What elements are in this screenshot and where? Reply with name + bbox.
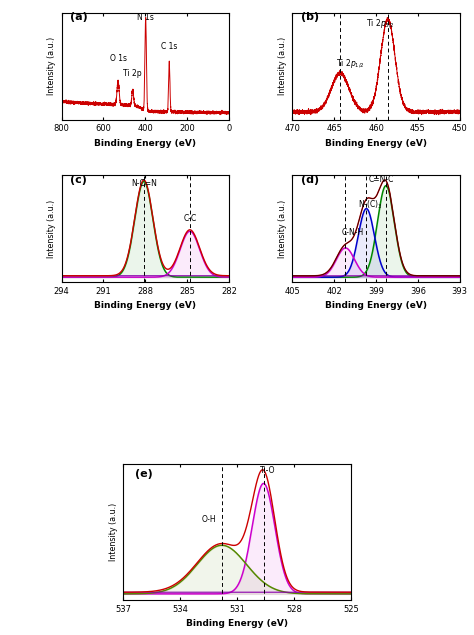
Text: N-C=N: N-C=N — [131, 179, 157, 188]
Text: C-N-H: C-N-H — [341, 228, 364, 237]
Text: Ti 2p: Ti 2p — [123, 69, 142, 77]
Text: (b): (b) — [301, 12, 319, 22]
Y-axis label: Intensity (a.u.): Intensity (a.u.) — [109, 503, 118, 561]
Text: O 1s: O 1s — [109, 54, 127, 63]
X-axis label: Binding Energy (eV): Binding Energy (eV) — [94, 302, 196, 311]
Text: Ti $2p_{3/2}$: Ti $2p_{3/2}$ — [366, 17, 394, 29]
Text: (d): (d) — [301, 175, 319, 185]
Y-axis label: Intensity (a.u.): Intensity (a.u.) — [47, 199, 56, 258]
Y-axis label: Intensity (a.u.): Intensity (a.u.) — [278, 37, 287, 95]
Text: C-C: C-C — [183, 214, 197, 223]
Text: N-(C)$_3$: N-(C)$_3$ — [358, 198, 383, 211]
Y-axis label: Intensity (a.u.): Intensity (a.u.) — [278, 199, 287, 258]
Text: N 1s: N 1s — [137, 13, 154, 22]
X-axis label: Binding Energy (eV): Binding Energy (eV) — [325, 302, 427, 311]
X-axis label: Binding Energy (eV): Binding Energy (eV) — [325, 139, 427, 148]
X-axis label: Binding Energy (eV): Binding Energy (eV) — [94, 139, 196, 148]
Y-axis label: Intensity (a.u.): Intensity (a.u.) — [47, 37, 56, 95]
Text: Ti-O: Ti-O — [260, 466, 275, 475]
Text: Ti $2p_{1/2}$: Ti $2p_{1/2}$ — [336, 57, 365, 70]
Text: O-H: O-H — [201, 515, 216, 525]
Text: (e): (e) — [135, 469, 152, 479]
Text: (a): (a) — [70, 12, 88, 22]
Text: (c): (c) — [70, 175, 87, 185]
Text: C 1s: C 1s — [161, 42, 177, 51]
X-axis label: Binding Energy (eV): Binding Energy (eV) — [186, 620, 288, 629]
Text: C=N-C: C=N-C — [369, 175, 394, 184]
